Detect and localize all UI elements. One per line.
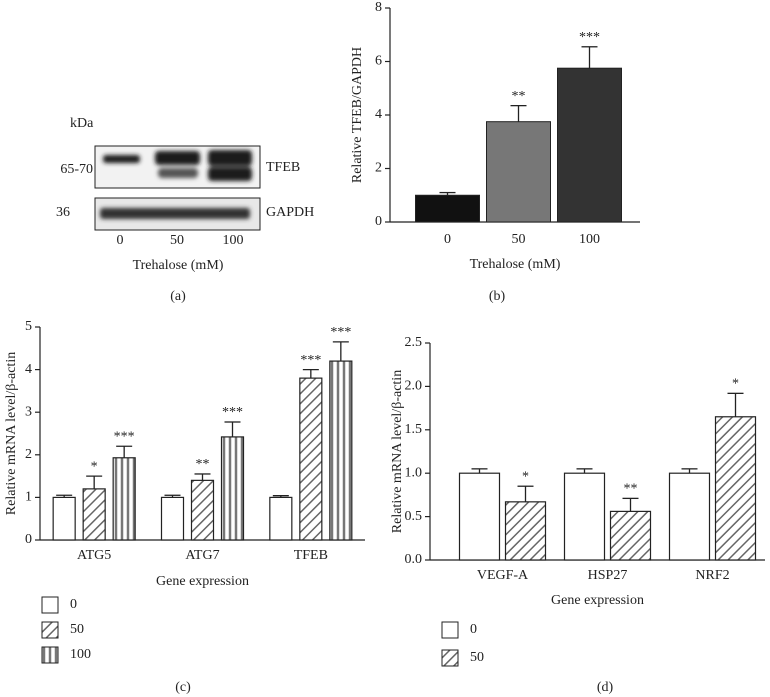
significance: *: [91, 459, 98, 474]
bar: [714, 416, 757, 561]
bar: [269, 496, 293, 541]
significance: ***: [114, 429, 135, 444]
panel-label: (b): [489, 289, 506, 304]
significance: ***: [330, 325, 351, 340]
panel-label: (a): [170, 289, 186, 304]
y-tick-label: 1: [25, 490, 32, 505]
bar: [668, 472, 711, 561]
bar: [458, 472, 501, 561]
legend-swatch: [41, 646, 59, 664]
y-tick-label: 2.5: [405, 335, 423, 350]
y-tick-label: 4: [375, 107, 382, 122]
y-tick-label: 4: [25, 362, 32, 377]
y-tick-label: 2.0: [405, 379, 423, 394]
x-tick-label: ATG5: [77, 548, 111, 563]
y-tick-label: 0: [375, 214, 382, 229]
significance: ***: [300, 353, 321, 368]
bar: [82, 488, 106, 541]
legend-label: 0: [470, 622, 477, 637]
y-tick-label: 0.5: [405, 509, 423, 524]
bar: [190, 479, 215, 541]
bar: [160, 496, 185, 541]
bar: [504, 501, 547, 561]
y-tick-label: 2: [375, 161, 382, 176]
significance: *: [732, 377, 739, 392]
x-axis-label: Trehalose (mM): [470, 257, 561, 272]
legend-swatch: [441, 649, 459, 667]
y-tick-label: 1.5: [405, 422, 423, 437]
y-tick-label: 2: [25, 447, 32, 462]
protein-label: TFEB: [266, 160, 300, 175]
y-axis-label: Relative mRNA level/β-actin: [4, 352, 19, 515]
bar: [557, 67, 622, 223]
significance: ***: [222, 405, 243, 420]
legend-swatch: [441, 621, 459, 639]
y-tick-label: 3: [25, 404, 32, 419]
x-tick-label: VEGF-A: [477, 568, 529, 583]
lane-label: 0: [117, 233, 124, 248]
y-tick-label: 5: [25, 319, 32, 334]
y-tick-label: 6: [375, 54, 382, 69]
legend-label: 50: [70, 622, 84, 637]
legend-swatch: [41, 621, 59, 639]
x-tick-label: HSP27: [588, 568, 628, 583]
western-blot: kDa 65-70 36 TFEB GAPDH 0 50 100 Trehalo…: [56, 116, 314, 273]
lane-label: 100: [223, 233, 244, 248]
x-tick-label: NRF2: [695, 568, 729, 583]
bar: [299, 377, 323, 541]
legend-label: 0: [70, 597, 77, 612]
significance: *: [522, 469, 529, 484]
legend-swatch: [41, 596, 59, 614]
panel-label: (d): [597, 680, 614, 695]
y-tick-label: 0: [25, 532, 32, 547]
x-axis-label: Gene expression: [551, 593, 644, 608]
y-tick-label: 8: [375, 0, 382, 15]
bar: [220, 436, 245, 541]
bar: [52, 496, 76, 541]
y-tick-label: 1.0: [405, 465, 423, 480]
significance: ***: [579, 30, 600, 45]
significance: **: [624, 482, 638, 497]
kda-label: kDa: [70, 116, 94, 131]
protein-label: GAPDH: [266, 205, 314, 220]
significance: **: [512, 89, 526, 104]
significance: **: [196, 457, 210, 472]
y-axis-label: Relative mRNA level/β-actin: [390, 370, 405, 533]
legend-label: 100: [70, 647, 91, 662]
bar: [415, 194, 480, 223]
x-axis-label: Trehalose (mM): [133, 258, 224, 273]
panel-label: (c): [175, 680, 191, 695]
lane-label: 50: [170, 233, 184, 248]
bar: [329, 360, 353, 541]
bar: [112, 457, 136, 541]
size-label: 36: [56, 205, 70, 220]
x-axis-label: Gene expression: [156, 574, 249, 589]
bar: [609, 510, 652, 561]
size-label: 65-70: [60, 162, 93, 177]
legend-label: 50: [470, 650, 484, 665]
bar: [563, 472, 606, 561]
y-tick-label: 0.0: [405, 552, 423, 567]
x-tick-label: 50: [512, 232, 526, 247]
bar: [486, 121, 551, 223]
x-tick-label: 0: [444, 232, 451, 247]
x-tick-label: ATG7: [185, 548, 219, 563]
x-tick-label: 100: [579, 232, 600, 247]
x-tick-label: TFEB: [294, 548, 328, 563]
y-axis-label: Relative TFEB/GAPDH: [350, 47, 365, 183]
